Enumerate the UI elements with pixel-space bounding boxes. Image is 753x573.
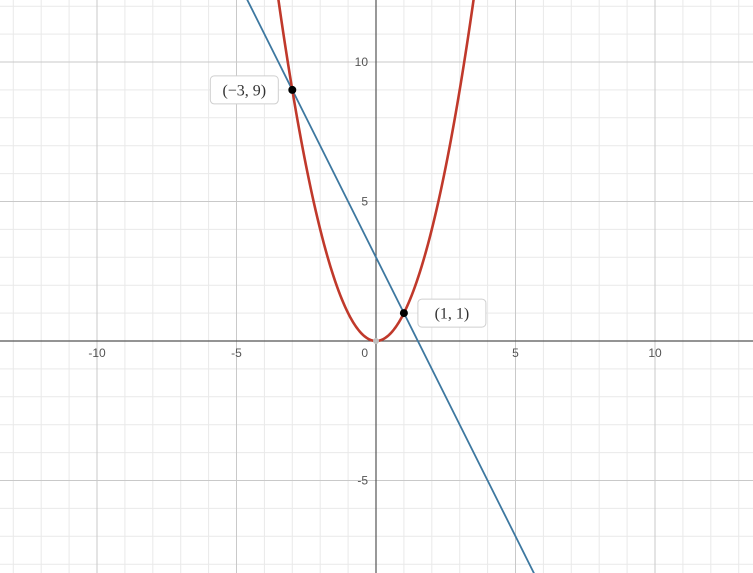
intersection-point-1-1 [400, 309, 408, 317]
axes [0, 0, 753, 573]
function-plot: (−3, 9) (1, 1) -10 -5 5 10 -5 5 10 0 [0, 0, 753, 573]
point-label-1-1: (1, 1) [435, 306, 470, 323]
axis-tick-labels: -10 -5 5 10 -5 5 10 0 [88, 55, 662, 488]
y-tick-label: 5 [361, 195, 368, 209]
point-label-minus3-9: (−3, 9) [222, 82, 266, 99]
x-tick-label: -10 [88, 346, 106, 360]
y-tick-label: -5 [357, 474, 368, 488]
parabola-vertex-marker [373, 338, 379, 344]
x-tick-label: 10 [648, 346, 662, 360]
y-tick-label: 10 [355, 55, 369, 69]
x-tick-label: -5 [231, 346, 242, 360]
origin-label: 0 [361, 346, 368, 360]
x-tick-label: 5 [512, 346, 519, 360]
intersection-point--3-9 [288, 86, 296, 94]
line-y-equals-minus2x-plus3 [237, 0, 753, 573]
line-curve [237, 0, 753, 573]
